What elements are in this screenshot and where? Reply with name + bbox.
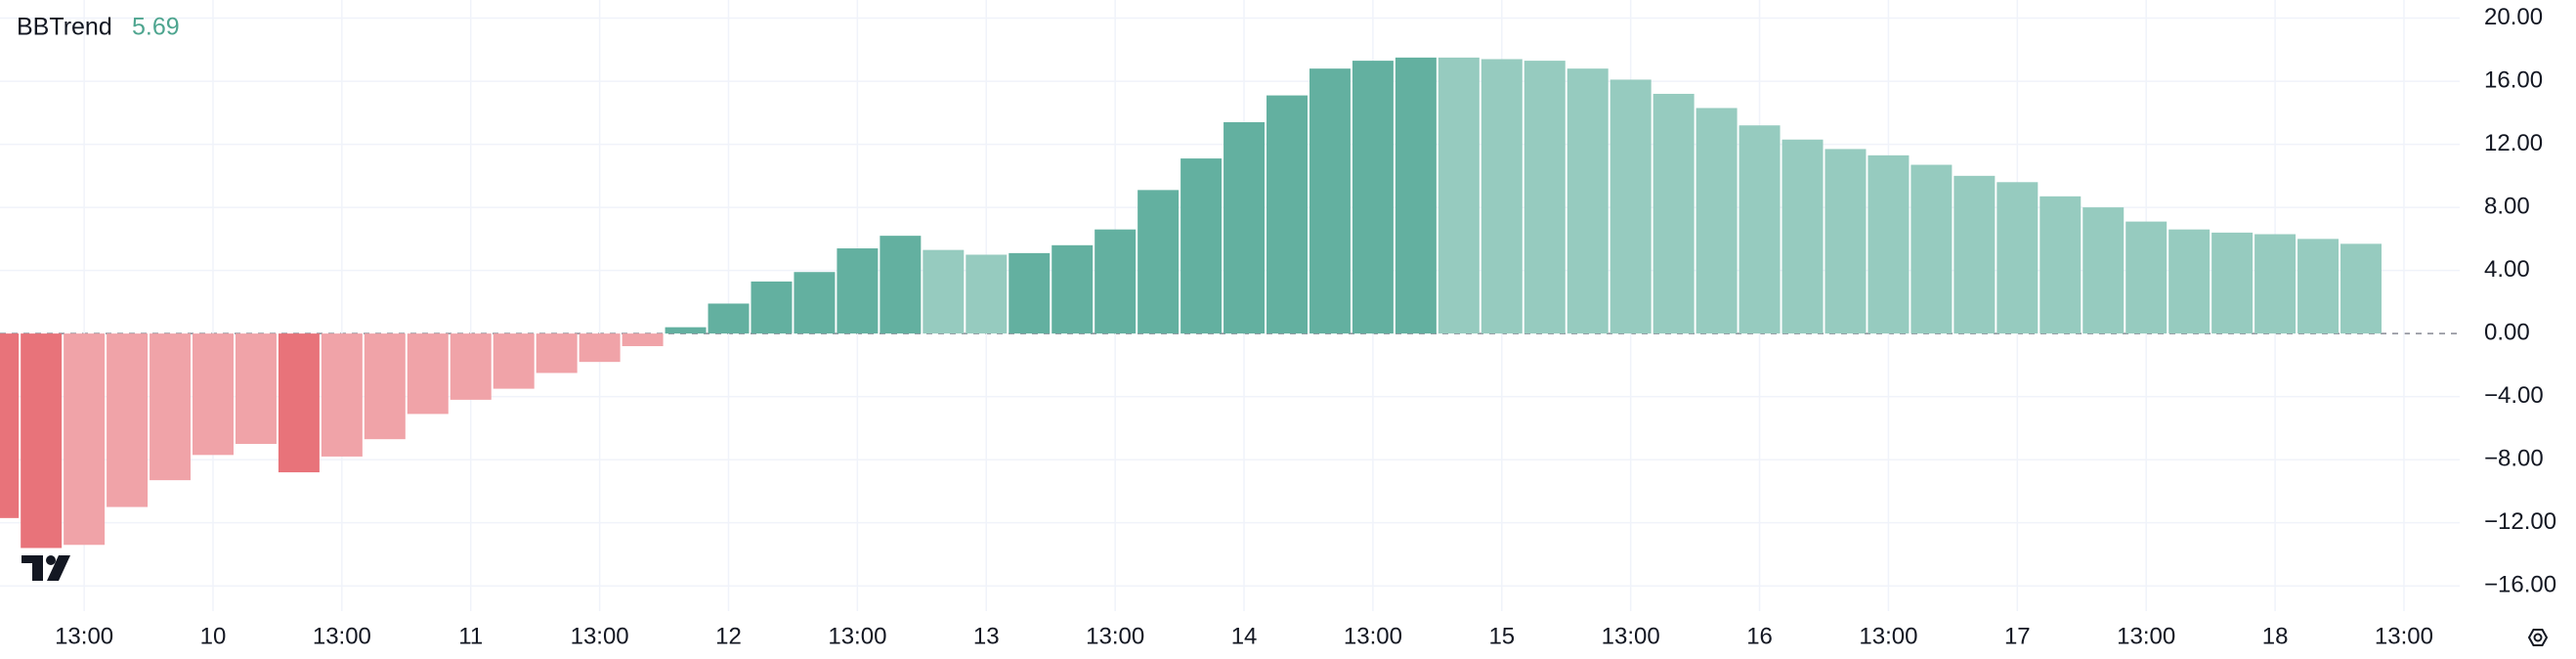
bar — [2082, 207, 2125, 334]
x-tick-label: 11 — [458, 623, 483, 649]
bar — [1782, 139, 1824, 334]
bar — [1653, 93, 1695, 334]
bar — [1953, 175, 1996, 334]
bar — [1610, 79, 1652, 334]
bar — [1095, 229, 1137, 334]
bar — [1739, 125, 1781, 334]
bar — [407, 333, 449, 415]
bar — [1009, 252, 1051, 334]
bar — [1868, 154, 1910, 334]
y-tick-label: −8.00 — [2484, 446, 2544, 472]
bar — [278, 333, 320, 473]
bar — [107, 333, 149, 507]
bar — [536, 333, 578, 373]
x-tick-label: 13:00 — [1602, 623, 1660, 649]
bar — [1395, 57, 1437, 334]
y-tick-label: 20.00 — [2484, 4, 2543, 30]
y-tick-label: −4.00 — [2484, 382, 2544, 409]
bar — [837, 248, 879, 334]
bar — [2254, 234, 2297, 334]
bar — [751, 281, 793, 334]
y-tick-label: −12.00 — [2484, 508, 2556, 535]
bar — [1696, 108, 1738, 334]
bar — [794, 272, 836, 334]
x-tick-label: 17 — [2004, 623, 2031, 649]
bar — [1567, 68, 1609, 334]
x-tick-label: 12 — [715, 623, 742, 649]
x-tick-label: 13:00 — [1859, 623, 1917, 649]
bar — [1267, 95, 1308, 334]
bar — [880, 236, 922, 334]
x-tick-label: 16 — [1746, 623, 1773, 649]
bar — [1352, 61, 1394, 334]
bar — [1911, 164, 1953, 334]
x-tick-label: 13:00 — [571, 623, 629, 649]
bar — [0, 333, 20, 518]
x-tick-label: 13:00 — [2375, 623, 2433, 649]
indicator-name: BBTrend — [17, 14, 112, 41]
bar — [2039, 196, 2082, 334]
y-tick-label: 0.00 — [2484, 319, 2530, 345]
x-tick-label: 15 — [1488, 623, 1515, 649]
axis-layer: 20.00 16.00 12.00 8.00 4.00 0.00 −4.00 −8.00 −12… — [55, 4, 2556, 649]
x-tick-label: 14 — [1231, 623, 1258, 649]
tradingview-logo — [21, 555, 70, 581]
indicator-value: 5.69 — [132, 14, 180, 41]
bar — [579, 333, 621, 363]
y-tick-label: 16.00 — [2484, 66, 2543, 93]
settings-icon[interactable] — [2527, 629, 2549, 646]
bar — [1309, 68, 1351, 334]
bar — [193, 333, 234, 456]
bar — [21, 333, 63, 549]
x-tick-label: 18 — [2262, 623, 2289, 649]
bar — [1138, 190, 1180, 334]
bar — [1181, 158, 1223, 334]
bar — [708, 303, 750, 334]
bar-layer — [0, 57, 2382, 549]
x-tick-label: 13:00 — [828, 623, 886, 649]
bar — [321, 333, 363, 457]
bar — [364, 333, 406, 440]
x-tick-label: 13:00 — [1344, 623, 1402, 649]
bar — [1825, 149, 1867, 334]
bar — [665, 327, 707, 334]
y-tick-label: 12.00 — [2484, 130, 2543, 156]
bar — [2168, 229, 2211, 334]
bar — [2297, 239, 2340, 334]
bar — [1996, 182, 2039, 334]
bar — [1438, 57, 1480, 334]
bar — [2211, 232, 2254, 334]
bar — [1052, 244, 1094, 334]
bar — [235, 333, 277, 445]
y-tick-label: −16.00 — [2484, 572, 2556, 598]
y-tick-label: 8.00 — [2484, 193, 2530, 219]
x-tick-label: 13:00 — [55, 623, 113, 649]
x-tick-label: 13:00 — [2117, 623, 2175, 649]
bar — [64, 333, 106, 546]
bar — [150, 333, 192, 481]
bar — [450, 333, 492, 400]
x-tick-label: 13:00 — [1086, 623, 1144, 649]
bar — [923, 249, 965, 334]
bar — [1524, 61, 1566, 334]
bar — [2340, 243, 2382, 334]
bar — [966, 254, 1008, 334]
x-tick-label: 13:00 — [313, 623, 371, 649]
bar — [493, 333, 535, 389]
bar — [1481, 59, 1523, 334]
bar — [622, 333, 664, 347]
x-tick-label: 13 — [973, 623, 1000, 649]
bar — [1224, 122, 1266, 334]
y-tick-label: 4.00 — [2484, 256, 2530, 283]
x-tick-label: 10 — [200, 623, 227, 649]
bar — [2125, 221, 2168, 334]
